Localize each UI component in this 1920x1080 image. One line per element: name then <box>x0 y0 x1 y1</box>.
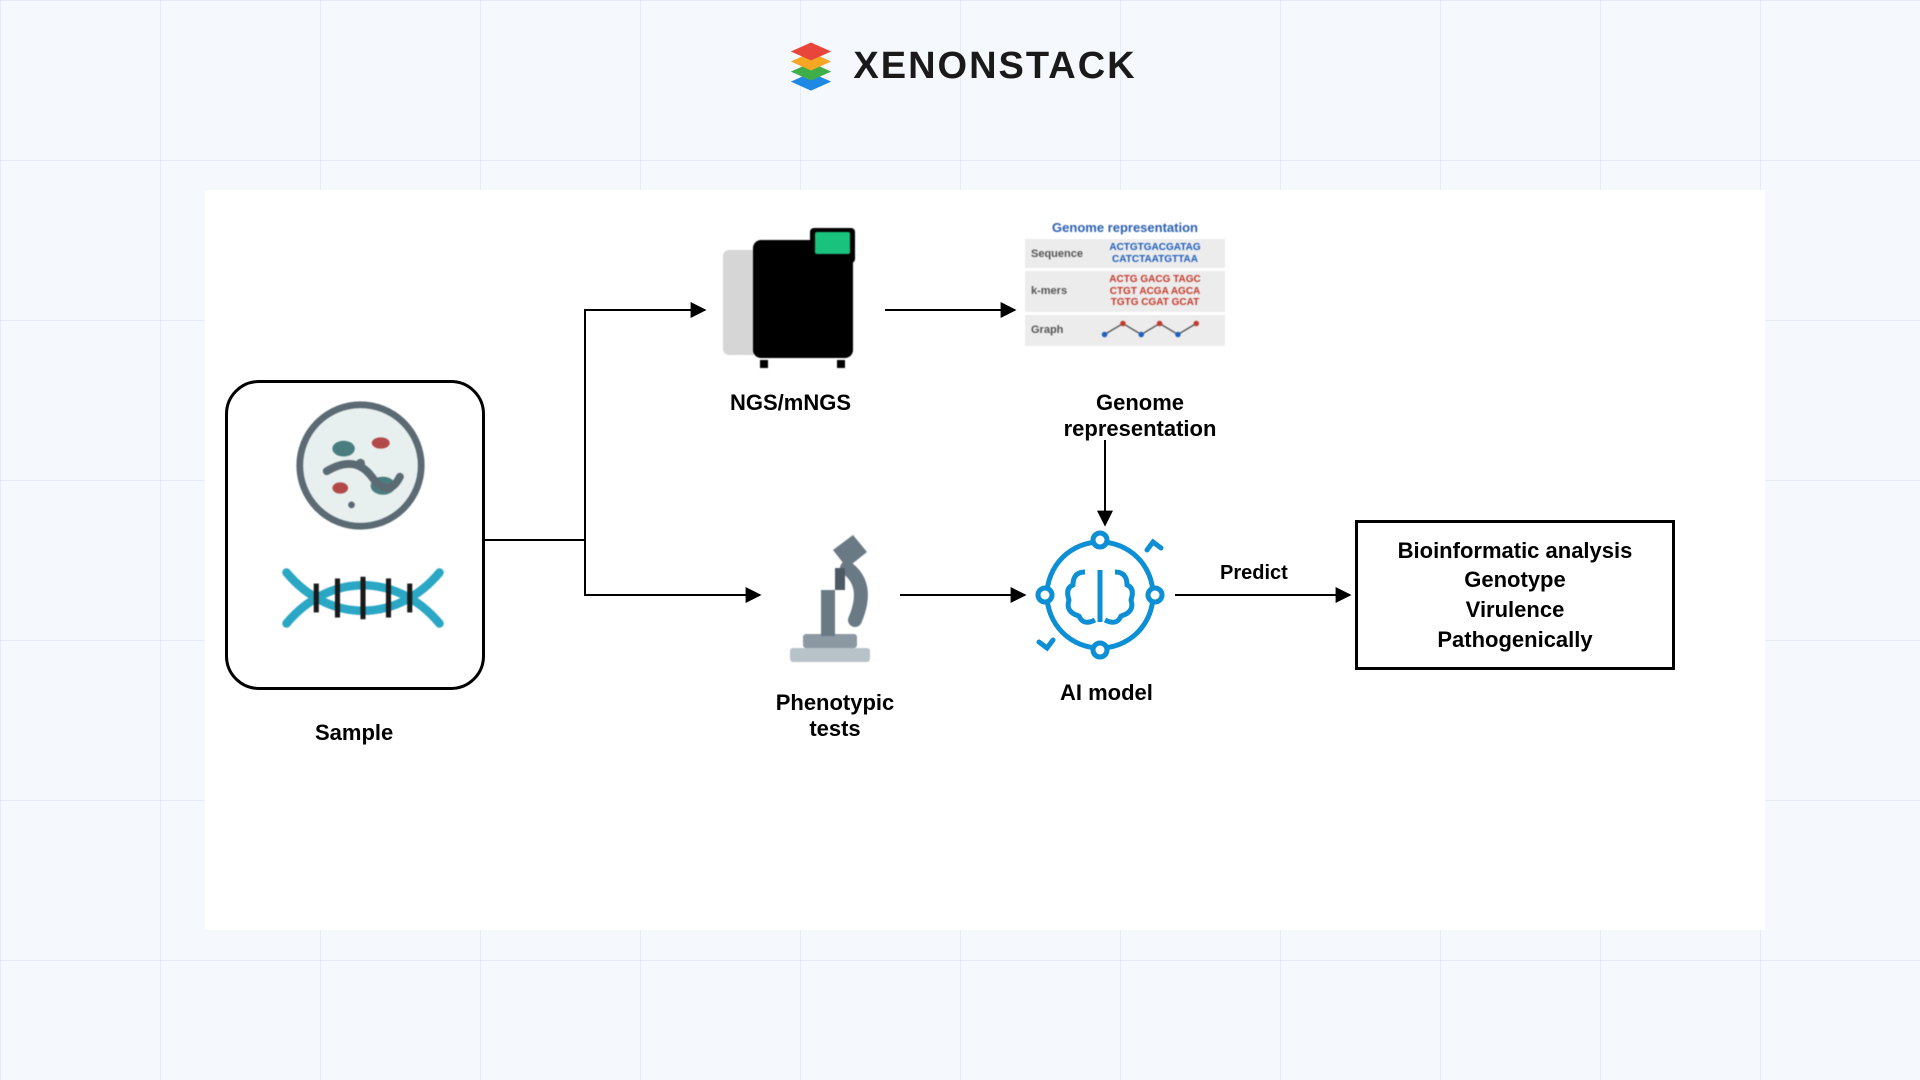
edge-sample-to-pheno <box>485 540 760 595</box>
dna-icon <box>278 553 448 643</box>
phenotypic-label: Phenotypic tests <box>755 690 915 743</box>
ngs-label: NGS/mNGS <box>730 390 851 416</box>
brand-header: XENONSTACK <box>0 38 1920 94</box>
genome-row-graph: Graph <box>1025 315 1225 347</box>
sample-label: Sample <box>315 720 393 746</box>
output-line-3: Virulence <box>1466 595 1565 625</box>
predict-edge-label: Predict <box>1220 562 1288 585</box>
brand-name: XENONSTACK <box>853 45 1136 88</box>
output-node: Bioinformatic analysis Genotype Virulenc… <box>1355 520 1675 670</box>
sequencer-icon <box>715 220 865 370</box>
sample-node <box>225 380 485 690</box>
genome-table-title: Genome representation <box>1025 220 1225 235</box>
output-line-2: Genotype <box>1464 565 1565 595</box>
ai-model-icon <box>1035 530 1165 660</box>
xenonstack-logo-icon <box>783 38 839 94</box>
genome-table: Genome representation Sequence ACTGTGACG… <box>1025 220 1225 349</box>
genome-row-sequence: Sequence ACTGTGACGATAG CATCTAATGTTAA <box>1025 239 1225 268</box>
genome-label: Genome representation <box>1050 390 1230 443</box>
genome-row-kmers: k-mers ACTG GACG TAGC CTGT ACGA AGCA TGT… <box>1025 271 1225 312</box>
petri-dish-icon <box>293 398 428 533</box>
output-line-1: Bioinformatic analysis <box>1398 536 1633 566</box>
diagram-canvas: Sample NGS/mNGS Genome representation Se… <box>205 190 1765 930</box>
output-line-4: Pathogenically <box>1437 625 1592 655</box>
ai-label: AI model <box>1060 680 1153 706</box>
microscope-icon <box>775 530 885 670</box>
edge-sample-to-ngs <box>485 310 705 540</box>
